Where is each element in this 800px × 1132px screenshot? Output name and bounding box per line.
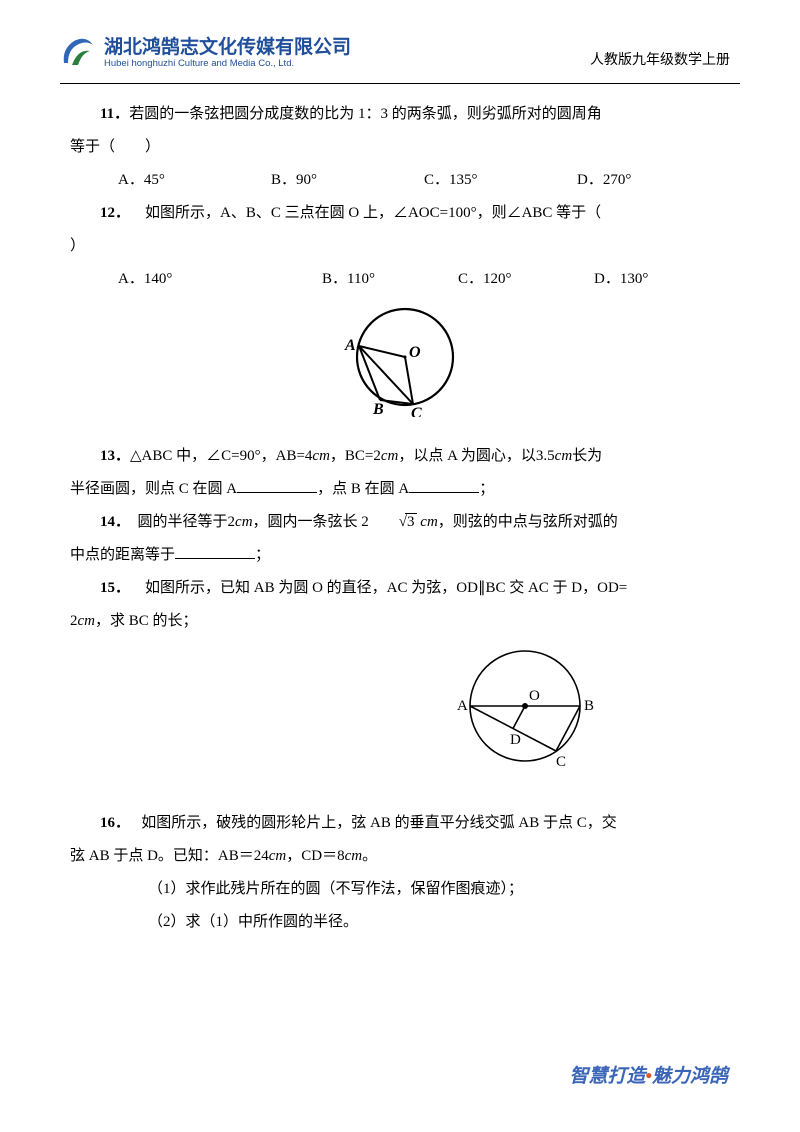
footer-p2: 魅力鸿鹄	[652, 1066, 728, 1087]
q12-number: 12．	[100, 205, 130, 221]
q11-opt-a: A．45°	[118, 164, 271, 197]
q16-sub2: （2）求（1）中所作圆的半径。	[70, 906, 730, 939]
q12-line1: 12． 如图所示，A、B、C 三点在圆 O 上，∠AOC=100°，则∠ABC …	[70, 197, 730, 230]
q13-mid3: 长为	[572, 448, 602, 464]
q13-mid1: ，BC=	[330, 448, 373, 464]
q16-u1: cm	[269, 848, 287, 864]
subject-label: 人教版九年级数学上册	[590, 30, 740, 77]
q12-opt-a: A．140°	[118, 263, 322, 296]
q11-line2: 等于（ ）	[70, 131, 730, 164]
q13-r: 3.5	[536, 448, 555, 464]
q13-pre: △ABC 中，∠C=90°，AB=	[130, 448, 305, 464]
q14-mid2: ，则弦的中点与弦所对弧的	[438, 514, 618, 530]
q15-line2: 2cm，求 BC 的长；	[70, 605, 730, 638]
q16-number: 16．	[100, 815, 130, 831]
q14-number: 14．	[100, 514, 130, 530]
q11-line1: 11．若圆的一条弦把圆分成度数的比为 1：3 的两条弧，则劣弧所对的圆周角	[70, 98, 730, 131]
q14-blank	[175, 544, 255, 559]
svg-text:D: D	[510, 732, 521, 748]
q14-l2b: ；	[255, 547, 270, 563]
q12-opt-b: B．110°	[322, 263, 458, 296]
footer-p1: 智慧打造	[569, 1066, 645, 1087]
company-block: 湖北鸿鹄志文化传媒有限公司 Hubei honghuzhi Culture an…	[104, 38, 351, 69]
footer-dot: •	[645, 1066, 652, 1087]
q13-line2: 半径画圆，则点 C 在圆 A ，点 B 在圆 A ；	[70, 473, 730, 506]
q15-od: 2	[70, 613, 78, 629]
q16-line1: 16． 如图所示，破残的圆形轮片上，弦 AB 的垂直平分线交弧 AB 于点 C，…	[70, 807, 730, 840]
q15-text1: 如图所示，已知 AB 为圆 O 的直径，AC 为弦，OD∥BC 交 AC 于 D…	[145, 580, 627, 596]
q13-bc: 2	[373, 448, 381, 464]
svg-text:O: O	[409, 344, 421, 361]
q11-opt-d: D．270°	[577, 164, 730, 197]
q12-opt-c: C．120°	[458, 263, 594, 296]
q13-blank2	[409, 478, 479, 493]
q14-mid1: ，圆内一条弦长 2	[253, 514, 369, 530]
q16-text1: 如图所示，破残的圆形轮片上，弦 AB 的垂直平分线交弧 AB 于点 C，交	[141, 815, 616, 831]
sqrt-icon: 3	[369, 506, 417, 539]
company-name-cn: 湖北鸿鹄志文化传媒有限公司	[104, 38, 351, 59]
svg-text:A: A	[344, 337, 356, 354]
q14-rad: 3	[405, 513, 417, 530]
svg-text:C: C	[556, 754, 566, 770]
q15-u: cm	[78, 613, 96, 629]
q15-line1: 15． 如图所示，已知 AB 为圆 O 的直径，AC 为弦，OD∥BC 交 AC…	[70, 572, 730, 605]
q16-u2: cm	[345, 848, 363, 864]
q12-line2: ）	[70, 230, 730, 263]
content-area: 11．若圆的一条弦把圆分成度数的比为 1：3 的两条弧，则劣弧所对的圆周角 等于…	[60, 98, 740, 939]
q11-opt-c: C．135°	[424, 164, 577, 197]
q13-mid2: ，以点 A 为圆心，以	[398, 448, 536, 464]
q13-blank1	[237, 478, 317, 493]
q16-ab: 24	[254, 848, 269, 864]
q13-u1: cm	[312, 448, 330, 464]
q16-sub1: （1）求作此残片所在的圆（不写作法，保留作图痕迹）；	[70, 873, 730, 906]
q15-figure: A B C D O	[70, 644, 730, 797]
q13-line1: 13．△ABC 中，∠C=90°，AB=4cm，BC=2cm，以点 A 为圆心，…	[70, 440, 730, 473]
q11-opt-b: B．90°	[271, 164, 424, 197]
q14-u2: cm	[417, 514, 438, 530]
q16-t2a: 弦 AB 于点 D。已知：AB＝	[70, 848, 254, 864]
logo-icon	[60, 35, 96, 71]
q14-l2a: 中点的距离等于	[70, 547, 175, 563]
q11-text-a: 若圆的一条弦把圆分成度数的比为 1：3 的两条弧，则劣弧所对的圆周角	[129, 106, 602, 122]
q11-number: 11．	[100, 106, 129, 122]
q14-line2: 中点的距离等于 ；	[70, 539, 730, 572]
q12-text-a: 如图所示，A、B、C 三点在圆 O 上，∠AOC=100°，则∠ABC 等于（	[145, 205, 601, 221]
q11-options: A．45° B．90° C．135° D．270°	[70, 164, 730, 197]
q14-line1: 14． 圆的半径等于2cm，圆内一条弦长 23 cm，则弦的中点与弦所对弧的	[70, 506, 730, 539]
q16-t2c: 。	[362, 848, 377, 864]
page-header: 湖北鸿鹄志文化传媒有限公司 Hubei honghuzhi Culture an…	[60, 30, 740, 84]
q16-line2: 弦 AB 于点 D。已知：AB＝24cm，CD＝8cm。	[70, 840, 730, 873]
q14-r: 2	[228, 514, 236, 530]
svg-text:O: O	[529, 688, 540, 704]
q14-pre: 圆的半径等于	[138, 514, 228, 530]
q13-u3: cm	[555, 448, 573, 464]
q16-t2b: ，CD＝	[286, 848, 337, 864]
svg-text:C: C	[411, 405, 422, 417]
q13-l2a: 半径画圆，则点 C 在圆 A	[70, 481, 237, 497]
footer-slogan: 智慧打造•魅力鸿鹄	[569, 1056, 728, 1098]
company-name-en: Hubei honghuzhi Culture and Media Co., L…	[104, 59, 351, 69]
q16-cd: 8	[337, 848, 345, 864]
q14-u1: cm	[235, 514, 253, 530]
svg-text:A: A	[457, 698, 468, 714]
q13-number: 13．	[100, 448, 130, 464]
q12-options: A．140° B．110° C．120° D．130°	[70, 263, 730, 296]
q15-text2: ，求 BC 的长；	[95, 613, 198, 629]
q12-opt-d: D．130°	[594, 263, 730, 296]
q13-l2c: ；	[479, 481, 494, 497]
svg-text:B: B	[372, 401, 384, 417]
svg-text:B: B	[584, 698, 594, 714]
q13-l2b: ，点 B 在圆 A	[317, 481, 409, 497]
q15-number: 15．	[100, 580, 130, 596]
q12-figure: A O B C	[70, 302, 730, 430]
q13-u2: cm	[381, 448, 399, 464]
